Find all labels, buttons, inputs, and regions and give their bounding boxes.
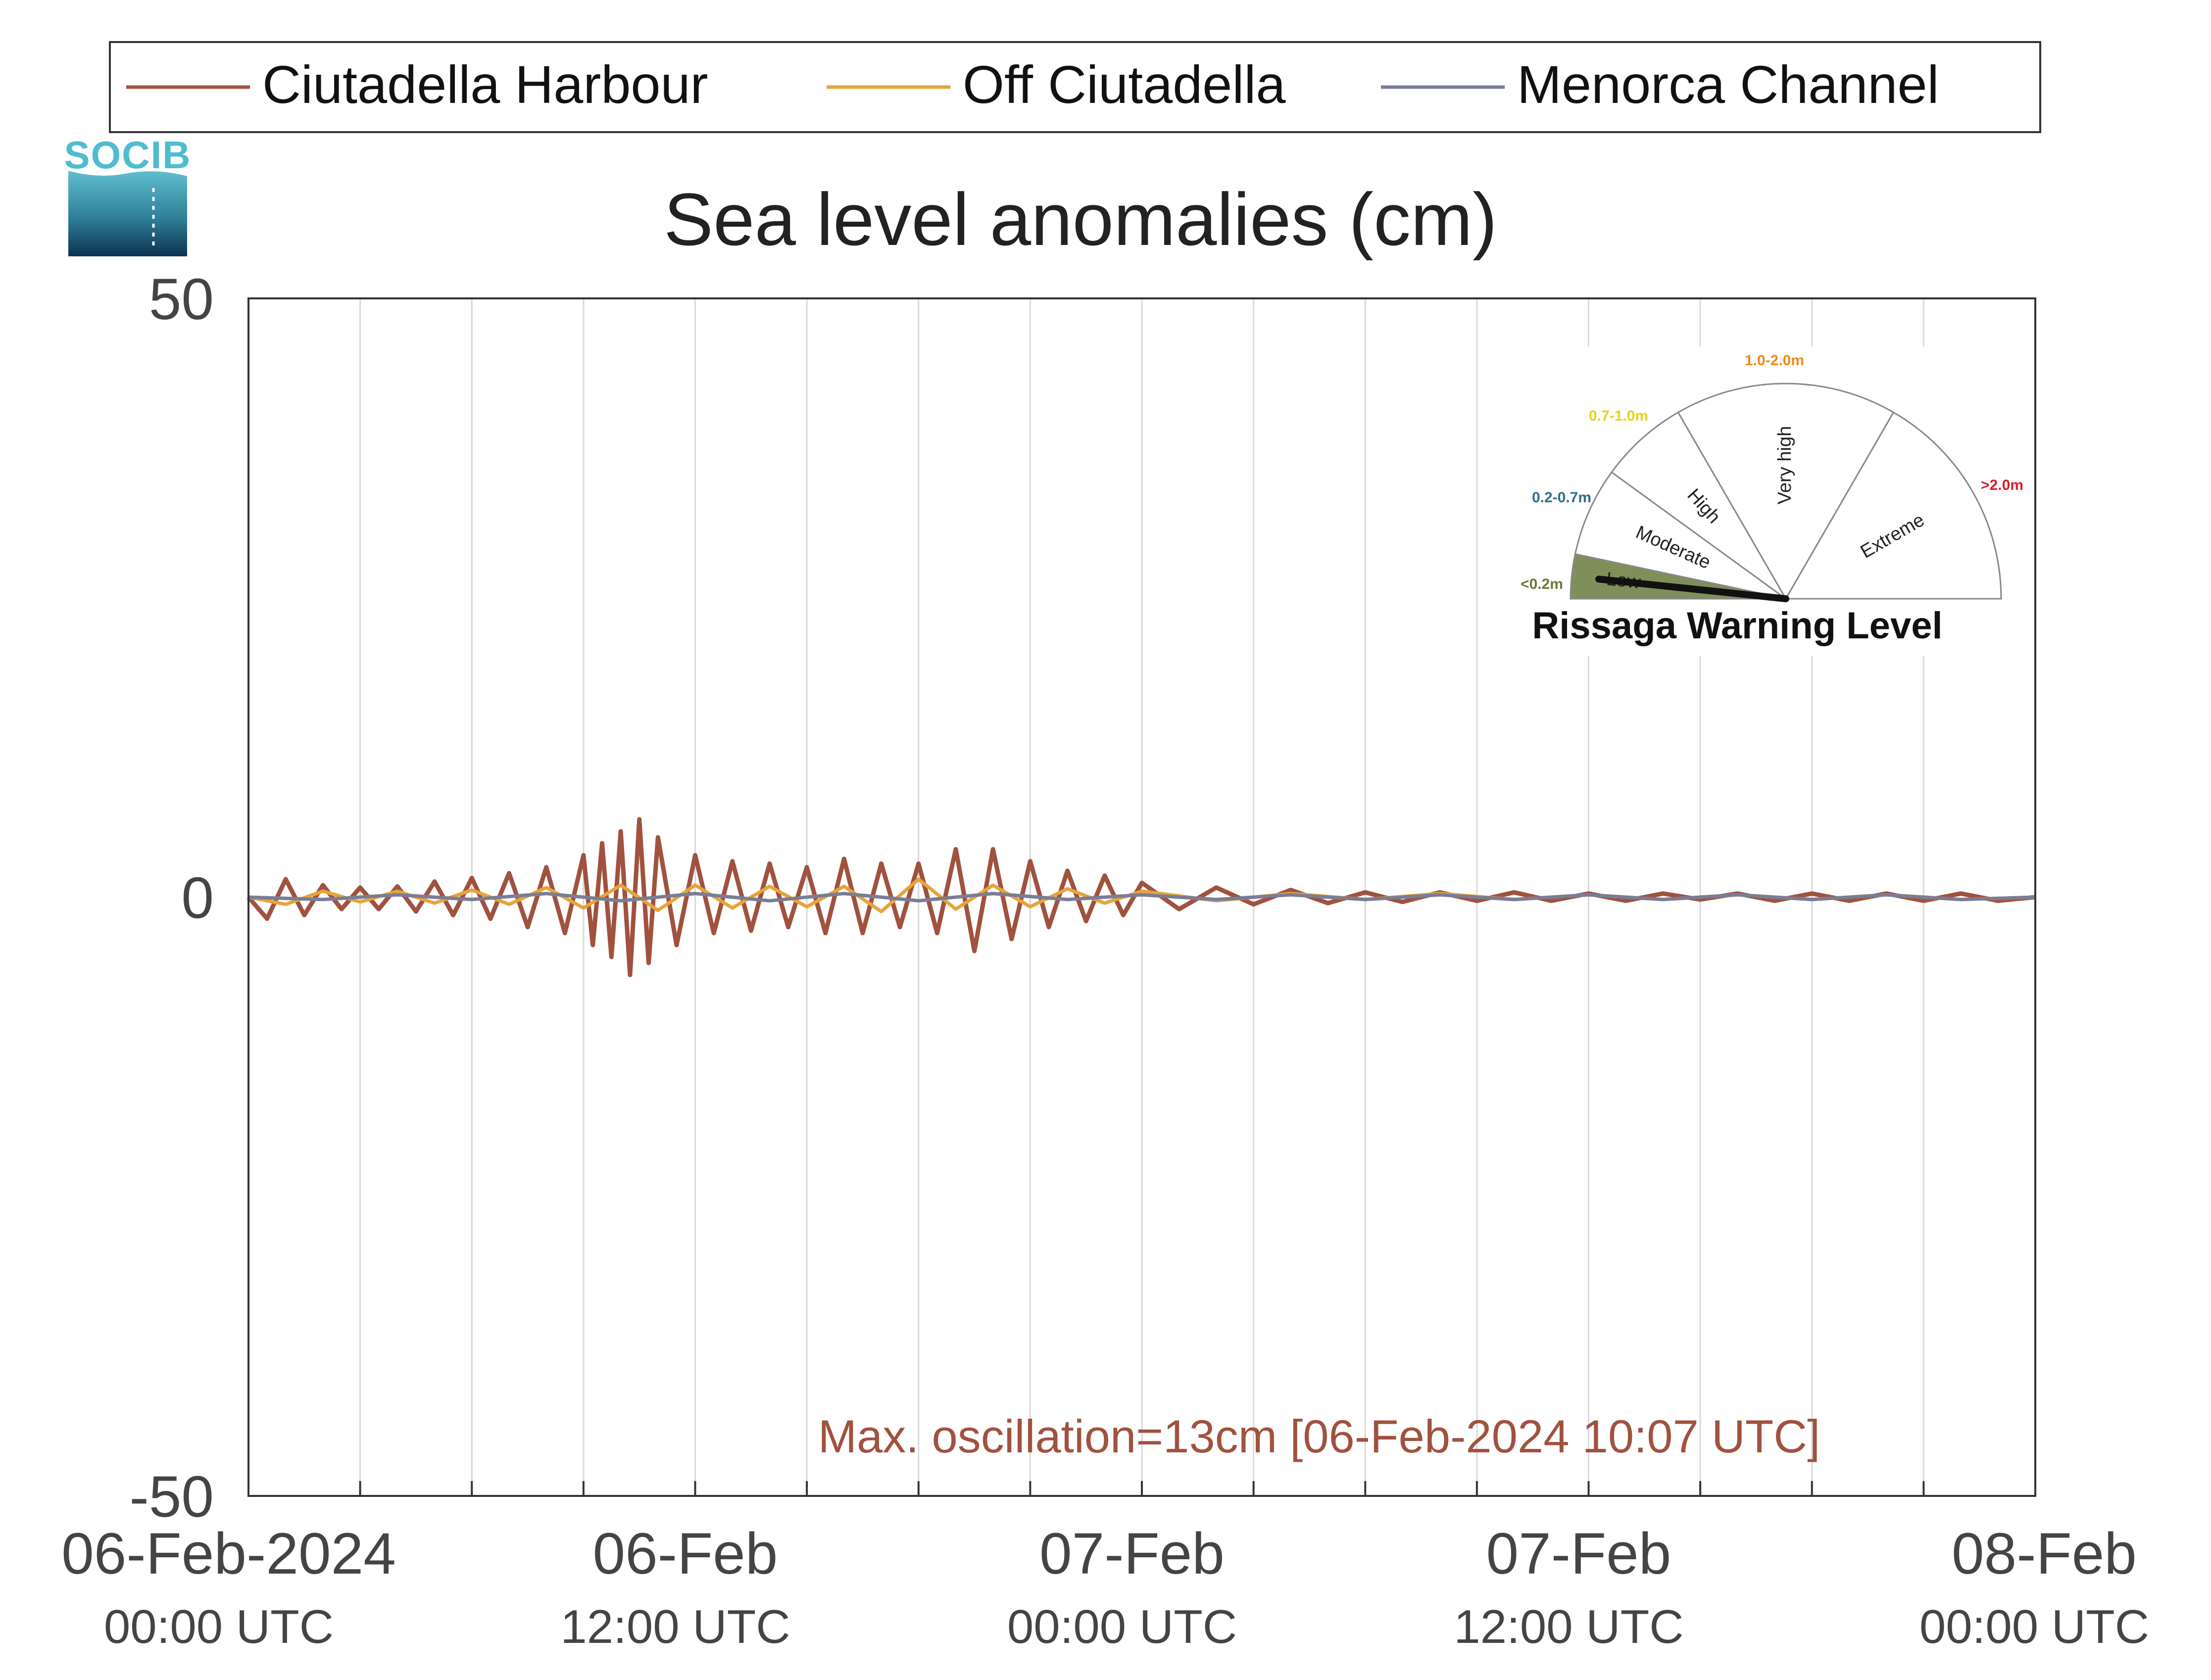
legend-items: Ciutadella Harbour Off Ciutadella Menorca …: [126, 54, 1939, 114]
chart-title: Sea level anomalies (cm): [664, 178, 1497, 261]
x-tick-label-date: 07-Feb: [1486, 1521, 1671, 1586]
x-tick-label-time: 12:00 UTC: [1454, 1600, 1683, 1653]
x-tick-label-time: 00:00 UTC: [1919, 1600, 2149, 1653]
y-tick-label: 0: [181, 865, 214, 931]
gauge-range-label: <0.2m: [1521, 576, 1563, 592]
gauge-title: Rissaga Warning Level: [1532, 605, 1942, 647]
gauge-range-label: 0.7-1.0m: [1589, 408, 1648, 424]
y-tick-label: -50: [129, 1464, 214, 1530]
x-tick-label-time: 12:00 UTC: [560, 1600, 790, 1653]
legend: Ciutadella Harbour Off Ciutadella Menorca …: [109, 41, 2041, 133]
x-tick-label-date: 08-Feb: [1952, 1521, 2137, 1586]
x-tick-label-time: 00:00 UTC: [104, 1600, 334, 1653]
gauge-sector-label: Very high: [1774, 426, 1795, 504]
y-tick-label: 50: [149, 267, 214, 332]
legend-label: Off Ciutadella: [963, 54, 1286, 114]
series-group: [246, 817, 2036, 977]
logo-text: SOCIB: [64, 133, 191, 177]
series-line-menorca-channel: [248, 892, 2036, 903]
series-line-ciutadella-harbour: [246, 817, 2036, 977]
legend-label: Menorca Channel: [1517, 54, 1939, 114]
x-tick-label-date: 06-Feb-2024: [61, 1521, 396, 1586]
max-oscillation-annotation: Max. oscillation=13cm [06-Feb-2024 10:07…: [818, 1410, 1820, 1462]
gauge-range-label: 1.0-2.0m: [1745, 352, 1804, 369]
x-axis-labels: 06-Feb-2024 00:00 UTC 06-Feb 12:00 UTC 07-Fe…: [61, 1521, 2149, 1653]
gauge-sector: [1574, 471, 1786, 600]
gauge-range-label: 0.2-0.7m: [1532, 489, 1591, 506]
gauge-range-label: >2.0m: [1981, 477, 2023, 493]
gauge-sector: [1611, 411, 1787, 600]
y-axis-labels: 50 0 -50: [129, 267, 214, 1530]
gauge-needle: [1595, 576, 1789, 602]
x-tick-marks: [359, 1481, 1925, 1496]
legend-frame: [109, 41, 2041, 133]
socib-logo: SOCIB: [64, 133, 191, 256]
logo-wave-shape: [68, 171, 187, 256]
gauge-sectors: LowModerateHighVery highExtreme<0.2m0.2-…: [1521, 352, 2023, 602]
gauge-sector: [1677, 383, 1895, 600]
x-tick-label-date: 06-Feb: [593, 1521, 778, 1586]
x-tick-label-date: 07-Feb: [1039, 1521, 1225, 1586]
x-tick-label-time: 00:00 UTC: [1007, 1600, 1237, 1653]
legend-label: Ciutadella Harbour: [262, 54, 708, 114]
gauge-sector: [1784, 411, 2002, 600]
rissaga-warning-gauge: LowModerateHighVery highExtreme<0.2m0.2-…: [1502, 346, 2023, 656]
